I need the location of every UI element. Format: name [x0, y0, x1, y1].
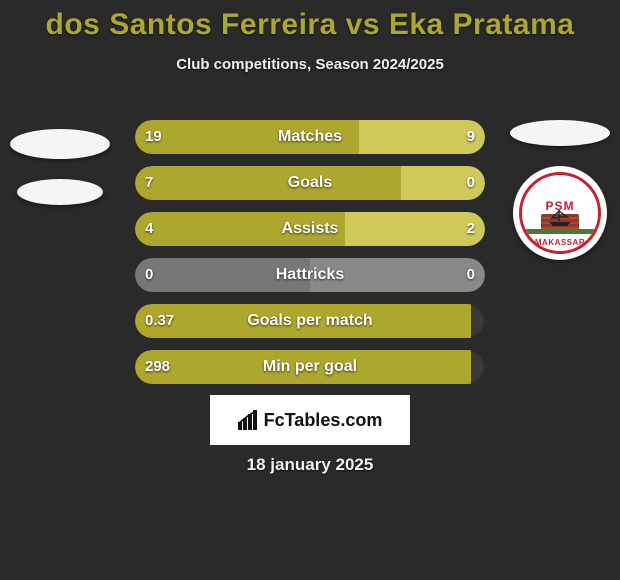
subtitle: Club competitions, Season 2024/2025 [0, 56, 620, 73]
stat-row: 42Assists [0, 212, 620, 246]
stat-bar: 42Assists [135, 212, 485, 246]
stat-bar: 00Hattricks [135, 258, 485, 292]
stat-value-right: 9 [467, 120, 475, 154]
stat-row: 0.37Goals per match [0, 304, 620, 338]
stat-value-left: 298 [145, 350, 170, 384]
stat-bar-left [135, 120, 359, 154]
stat-value-left: 0 [145, 258, 153, 292]
stat-bar: 70Goals [135, 166, 485, 200]
stat-bar-right [345, 212, 485, 246]
stat-row: 199Matches [0, 120, 620, 154]
stat-value-left: 4 [145, 212, 153, 246]
stat-value-right: 0 [467, 166, 475, 200]
stat-row: 70Goals [0, 166, 620, 200]
stat-value-left: 0.37 [145, 304, 174, 338]
stat-value-right: 0 [467, 258, 475, 292]
fctables-watermark: FcTables.com [210, 395, 410, 445]
stat-value-right: 2 [467, 212, 475, 246]
stat-bar-left [135, 166, 401, 200]
stat-value-left: 19 [145, 120, 162, 154]
stat-bar-left [135, 258, 310, 292]
stat-bar-right [310, 258, 485, 292]
stat-row: 00Hattricks [0, 258, 620, 292]
comparison-infographic: dos Santos Ferreira vs Eka Pratama Club … [0, 0, 620, 580]
stat-bar-left [135, 304, 471, 338]
date-label: 18 january 2025 [0, 455, 620, 475]
fctables-logo-icon [238, 410, 260, 430]
stat-bar: 298Min per goal [135, 350, 485, 384]
stat-bar: 0.37Goals per match [135, 304, 485, 338]
fctables-label: FcTables.com [264, 410, 383, 431]
stat-bar: 199Matches [135, 120, 485, 154]
stat-row: 298Min per goal [0, 350, 620, 384]
page-title: dos Santos Ferreira vs Eka Pratama [0, 0, 620, 42]
stat-bar-left [135, 212, 345, 246]
stat-bar-left [135, 350, 471, 384]
stat-value-left: 7 [145, 166, 153, 200]
stats-list: 199Matches70Goals42Assists00Hattricks0.3… [0, 120, 620, 396]
